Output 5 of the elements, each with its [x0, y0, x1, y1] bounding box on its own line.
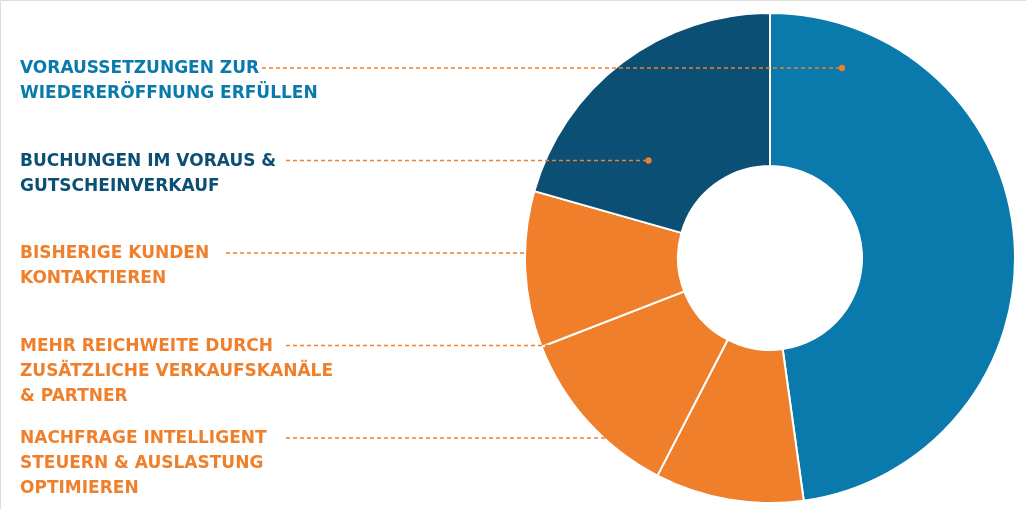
slice-label: VORAUSSETZUNGEN ZUR WIEDERERÖFFNUNG ERFÜLLEN	[20, 57, 318, 102]
slice-label: BUCHUNGEN IM VORAUS & GUTSCHEINVERKAUF	[20, 149, 277, 195]
slice-label: NACHFRAGE INTELLIGENT STEUERN & AUSLASTUNG OPTIMIEREN	[20, 427, 267, 497]
slice-label: MEHR REICHWEITE DURCH ZUSÄTZLICHE VERKAUFSKANÄLE & PARTNER	[20, 334, 334, 405]
slice-label: BISHERIGE KUNDEN KONTAKTIEREN	[20, 242, 210, 287]
